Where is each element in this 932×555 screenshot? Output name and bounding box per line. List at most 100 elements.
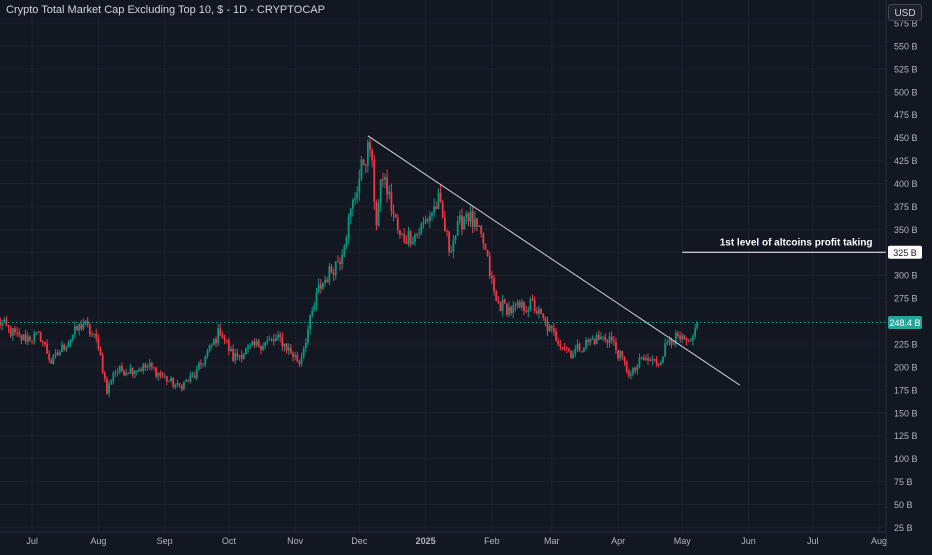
- candle-body: [672, 343, 675, 345]
- candle-body: [322, 282, 324, 289]
- candle-body: [283, 343, 286, 347]
- drawings: 1st level of altcoins profit taking: [0, 135, 886, 386]
- candle-body: [71, 334, 74, 340]
- candle-body: [401, 234, 403, 236]
- candle-body: [189, 375, 192, 382]
- candle-body: [501, 299, 504, 311]
- candle-body: [46, 344, 48, 354]
- candle-body: [93, 333, 96, 335]
- candle-body: [446, 231, 448, 233]
- candle-body: [565, 348, 568, 349]
- candle-body: [587, 340, 590, 343]
- candle-body: [495, 291, 498, 301]
- candle-body: [204, 356, 207, 365]
- y-tick-label: 125 B: [894, 431, 918, 441]
- candle-body: [3, 319, 6, 323]
- candle-body: [503, 299, 506, 304]
- candle-body: [144, 364, 147, 368]
- candle-body: [140, 369, 143, 372]
- y-tick-label: 150 B: [894, 408, 918, 418]
- candle-body: [518, 301, 521, 308]
- candle-body: [657, 364, 660, 366]
- candle-body: [172, 377, 175, 387]
- profit-level-text: 1st level of altcoins profit taking: [720, 237, 873, 248]
- candle-body: [56, 352, 59, 356]
- candle-body: [452, 240, 455, 252]
- candle-body: [266, 340, 269, 343]
- candle-body: [595, 335, 598, 345]
- candle-body: [217, 328, 220, 344]
- candle-body: [31, 340, 33, 342]
- x-tick-label: Aug: [90, 536, 106, 546]
- candle-body: [67, 342, 70, 348]
- candle-body: [95, 333, 98, 339]
- candle-body: [76, 326, 78, 331]
- candle-body: [65, 347, 68, 350]
- candle-body: [219, 328, 222, 336]
- candle-body: [388, 191, 391, 195]
- candle-body: [9, 327, 12, 336]
- candle-body: [221, 335, 224, 339]
- candle-body: [538, 309, 540, 314]
- candle-body: [548, 325, 551, 332]
- x-tick-label: Nov: [287, 536, 304, 546]
- candle-body: [343, 246, 346, 255]
- candle-body: [644, 358, 647, 361]
- candle-body: [270, 339, 273, 340]
- candle-body: [642, 357, 645, 361]
- candle-body: [371, 150, 374, 161]
- candle-body: [285, 343, 288, 351]
- candle-body: [294, 355, 297, 357]
- candle-body: [484, 243, 487, 251]
- trendline[interactable]: [367, 135, 741, 386]
- candle-body: [664, 343, 667, 357]
- current-price-tag: 248.4 B: [889, 318, 920, 328]
- candle-body: [309, 315, 312, 330]
- candle-body: [696, 322, 699, 329]
- candle-body: [356, 192, 359, 199]
- candle-body: [52, 354, 55, 364]
- candle-body: [384, 177, 386, 180]
- candle-body: [191, 375, 194, 377]
- candle-body: [29, 336, 31, 341]
- y-tick-label: 25 B: [894, 523, 913, 533]
- grid-lines: [0, 0, 886, 532]
- candle-body: [615, 341, 617, 351]
- candle-body: [20, 335, 23, 341]
- candle-body: [234, 353, 237, 361]
- chart-title: Crypto Total Market Cap Excluding Top 10…: [6, 4, 325, 16]
- candle-body: [161, 375, 164, 377]
- x-tick-label: Feb: [484, 536, 500, 546]
- candle-body: [304, 342, 307, 349]
- candle-body: [679, 336, 682, 340]
- candle-body: [123, 371, 125, 376]
- candle-body: [535, 311, 538, 314]
- y-tick-label: 175 B: [894, 385, 918, 395]
- x-tick-label: Jul: [26, 536, 38, 546]
- candle-body: [358, 178, 361, 193]
- candle-body: [399, 230, 401, 235]
- candle-body: [649, 360, 652, 362]
- candle-body: [687, 341, 690, 343]
- candle-body: [157, 372, 160, 377]
- candle-body: [653, 359, 656, 360]
- candle-body: [48, 353, 51, 360]
- candle-body: [454, 235, 457, 241]
- y-tick-label: 575 B: [894, 19, 918, 29]
- candle-body: [345, 237, 348, 247]
- currency-button[interactable]: USD: [888, 4, 922, 21]
- candle-body: [555, 331, 557, 341]
- candle-body: [240, 355, 243, 359]
- candle-body: [630, 374, 632, 376]
- candle-body: [232, 348, 235, 361]
- candle-body: [330, 266, 333, 273]
- candle-body: [245, 348, 247, 355]
- candle-body: [41, 341, 44, 343]
- candle-body: [651, 359, 654, 361]
- y-tick-label: 350 B: [894, 225, 918, 235]
- candle-body: [456, 220, 459, 236]
- current-price-tag-bg: [888, 316, 922, 330]
- candle-body: [178, 383, 181, 385]
